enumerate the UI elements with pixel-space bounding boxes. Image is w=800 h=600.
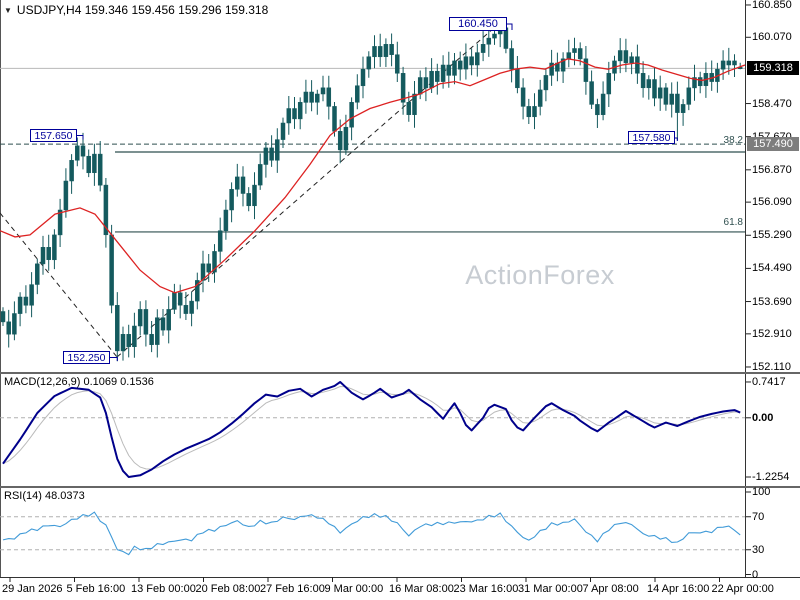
macd-indicator-label: MACD(12,26,9) 0.1069 0.1536 [4, 376, 154, 388]
macd-tick-label: 0.7417 [752, 375, 786, 388]
date-tick-label: 16 Mar 08:00 [389, 583, 454, 595]
price-axis[interactable]: 160.850160.070158.470157.670156.870156.0… [746, 0, 800, 581]
macd-tick-label: -1.2254 [752, 470, 790, 483]
date-axis[interactable]: 29 Jan 2026 5 Feb 16:00 13 Feb 00:00 20 Feb… [0, 582, 800, 598]
rsi-tick-label: 0 [752, 568, 759, 581]
rsi-indicator-label: RSI(14) 48.0373 [4, 490, 85, 502]
price-tick-label: 156.870 [752, 163, 792, 176]
rsi-tick-label: 30 [752, 543, 765, 556]
price-tick-label: 155.290 [752, 229, 792, 242]
date-tick-label: 13 Feb 00:00 [131, 583, 196, 595]
price-tick-label: 152.910 [752, 327, 792, 340]
horizontal-level-axis-box[interactable]: 157.490 [747, 137, 799, 151]
rsi-tick-label: 70 [752, 510, 765, 523]
rsi-tick-label: 100 [752, 486, 771, 498]
watermark: ActionForex [465, 260, 615, 290]
price-tick-label: 152.110 [752, 360, 791, 373]
price-tick-label: 153.690 [752, 295, 792, 308]
date-tick-label: 29 Jan 2026 [2, 583, 63, 595]
symbol-dropdown-icon[interactable]: ▼ [4, 6, 12, 15]
price-tick-label: 154.490 [752, 262, 792, 275]
chart-title-text: USDJPY,H4 159.346 159.456 159.296 159.31… [16, 3, 269, 17]
annotation-bottom-swing-low[interactable]: 152.250 [63, 351, 110, 364]
annotation-left-swing-high[interactable]: 157.650 [30, 129, 77, 142]
current-price-axis-box: 159.318 [747, 61, 799, 75]
price-tick-label: 160.850 [752, 0, 792, 11]
price-tick-label: 160.070 [752, 31, 792, 44]
fib-382-label: 38.2 [723, 135, 743, 146]
date-tick-label: 23 Mar 16:00 [453, 583, 519, 595]
date-tick-label: 14 Apr 16:00 [647, 583, 710, 595]
fib-618-label: 61.8 [723, 217, 743, 228]
chart-title: ▼ USDJPY,H4 159.346 159.456 159.296 159.3… [4, 3, 268, 17]
date-tick-label: 20 Feb 08:00 [195, 583, 261, 595]
date-tick-label: 7 Apr 08:00 [582, 583, 639, 595]
date-tick-label: 9 Mar 00:00 [324, 583, 384, 595]
date-tick-label: 27 Feb 16:00 [260, 583, 325, 595]
annotation-right-swing-low[interactable]: 157.580 [628, 131, 675, 144]
date-tick-label: 5 Feb 16:00 [66, 583, 126, 595]
date-tick-label: 31 Mar 00:00 [518, 583, 583, 595]
date-tick-label: 22 Apr 00:00 [711, 583, 774, 595]
annotation-peak-price[interactable]: 160.450 [449, 17, 507, 31]
price-tick-label: 156.090 [752, 196, 792, 209]
price-tick-label: 158.470 [752, 97, 792, 110]
macd-tick-label: 0.00 [752, 411, 774, 424]
